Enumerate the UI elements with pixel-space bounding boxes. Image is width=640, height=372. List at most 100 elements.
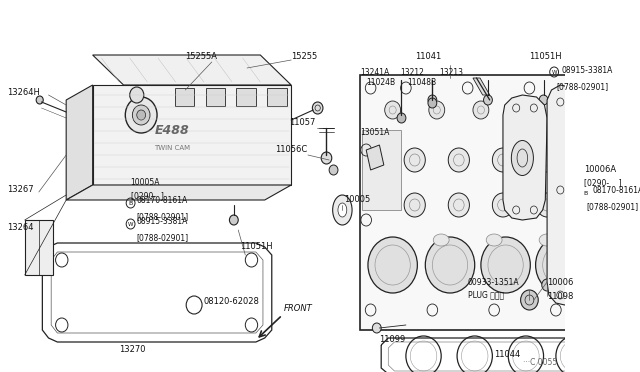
Ellipse shape <box>539 234 555 246</box>
Text: [0290-  ]: [0290- ] <box>131 191 163 200</box>
Text: [0290-    ]: [0290- ] <box>584 178 622 187</box>
Circle shape <box>539 95 548 105</box>
Polygon shape <box>66 185 291 200</box>
Polygon shape <box>93 55 291 85</box>
Ellipse shape <box>511 141 533 176</box>
Circle shape <box>579 193 600 217</box>
Text: 08915-3381A: 08915-3381A <box>561 65 612 74</box>
Circle shape <box>542 279 552 291</box>
Text: 10006A: 10006A <box>584 165 616 174</box>
Circle shape <box>448 193 469 217</box>
Text: 11024B: 11024B <box>366 78 396 87</box>
Circle shape <box>481 237 531 293</box>
Circle shape <box>372 323 381 333</box>
Text: TWIN CAM: TWIN CAM <box>154 145 190 151</box>
Bar <box>362 130 401 210</box>
Circle shape <box>312 102 323 114</box>
Polygon shape <box>473 78 490 95</box>
Polygon shape <box>503 95 547 220</box>
Circle shape <box>536 148 557 172</box>
Text: 10006: 10006 <box>547 278 573 287</box>
Circle shape <box>404 148 426 172</box>
Text: 13264H: 13264H <box>7 88 40 97</box>
Text: 13212: 13212 <box>400 68 424 77</box>
Text: 13213: 13213 <box>440 68 463 77</box>
Circle shape <box>385 101 401 119</box>
Circle shape <box>321 152 332 164</box>
Bar <box>236 88 256 106</box>
Text: [0788-02901]: [0788-02901] <box>556 82 608 91</box>
Polygon shape <box>66 85 93 200</box>
Ellipse shape <box>433 234 449 246</box>
Polygon shape <box>93 85 291 185</box>
Circle shape <box>125 97 157 133</box>
Text: 10005A: 10005A <box>131 178 160 187</box>
Circle shape <box>130 87 144 103</box>
Circle shape <box>520 290 538 310</box>
Text: 13241A: 13241A <box>360 68 389 77</box>
Text: E488: E488 <box>155 124 189 137</box>
Text: 11044: 11044 <box>494 350 520 359</box>
Text: W: W <box>128 221 133 227</box>
Text: 08170-8161A: 08170-8161A <box>137 196 188 205</box>
Text: 13264: 13264 <box>7 223 33 232</box>
Polygon shape <box>547 85 580 305</box>
Text: W: W <box>552 70 557 74</box>
Bar <box>175 88 194 106</box>
Circle shape <box>579 148 600 172</box>
Text: B: B <box>129 201 132 205</box>
Circle shape <box>561 101 577 119</box>
Circle shape <box>229 215 238 225</box>
Text: 11057: 11057 <box>289 118 316 127</box>
Text: 13267: 13267 <box>7 185 34 194</box>
Circle shape <box>428 95 436 105</box>
Text: 11051H: 11051H <box>240 242 273 251</box>
Circle shape <box>368 237 417 293</box>
Circle shape <box>329 165 338 175</box>
Text: 11048B: 11048B <box>408 78 436 87</box>
Bar <box>205 88 225 106</box>
Circle shape <box>137 110 145 120</box>
Text: 08170-8161A: 08170-8161A <box>592 186 640 195</box>
Circle shape <box>536 237 585 293</box>
Text: 00933-1351A: 00933-1351A <box>468 278 519 287</box>
Text: 15255A: 15255A <box>186 52 218 61</box>
Bar <box>268 88 287 106</box>
Bar <box>360 75 607 330</box>
Circle shape <box>517 101 533 119</box>
Text: 08915-3381A: 08915-3381A <box>137 217 188 225</box>
Ellipse shape <box>486 234 502 246</box>
Text: [0788-02901]: [0788-02901] <box>587 202 639 211</box>
Text: 08120-62028: 08120-62028 <box>204 298 260 307</box>
Circle shape <box>429 101 445 119</box>
Text: ···C 0055: ···C 0055 <box>524 358 557 367</box>
Text: 10005: 10005 <box>344 195 371 204</box>
Circle shape <box>536 193 557 217</box>
Circle shape <box>473 101 489 119</box>
Circle shape <box>404 193 426 217</box>
Text: 11099: 11099 <box>380 335 406 344</box>
Text: PLUG プラグ: PLUG プラグ <box>468 290 504 299</box>
Text: 13051A: 13051A <box>360 128 389 137</box>
Text: [0788-02901]: [0788-02901] <box>137 212 189 221</box>
Circle shape <box>36 96 44 104</box>
Circle shape <box>484 95 492 105</box>
Circle shape <box>428 98 436 108</box>
Ellipse shape <box>333 195 352 225</box>
Circle shape <box>426 237 475 293</box>
Text: 11098: 11098 <box>547 292 573 301</box>
Bar <box>25 220 53 275</box>
Text: FRONT: FRONT <box>284 304 313 313</box>
Text: 11056C: 11056C <box>275 145 307 154</box>
Text: [0788-02901]: [0788-02901] <box>137 233 189 242</box>
Text: 11051H: 11051H <box>529 52 562 61</box>
Circle shape <box>132 105 150 125</box>
Text: 15255: 15255 <box>291 52 317 61</box>
Polygon shape <box>366 145 384 170</box>
Circle shape <box>492 193 513 217</box>
Circle shape <box>492 148 513 172</box>
Ellipse shape <box>338 203 347 217</box>
Circle shape <box>397 113 406 123</box>
Circle shape <box>448 148 469 172</box>
Text: 13270: 13270 <box>119 345 146 354</box>
